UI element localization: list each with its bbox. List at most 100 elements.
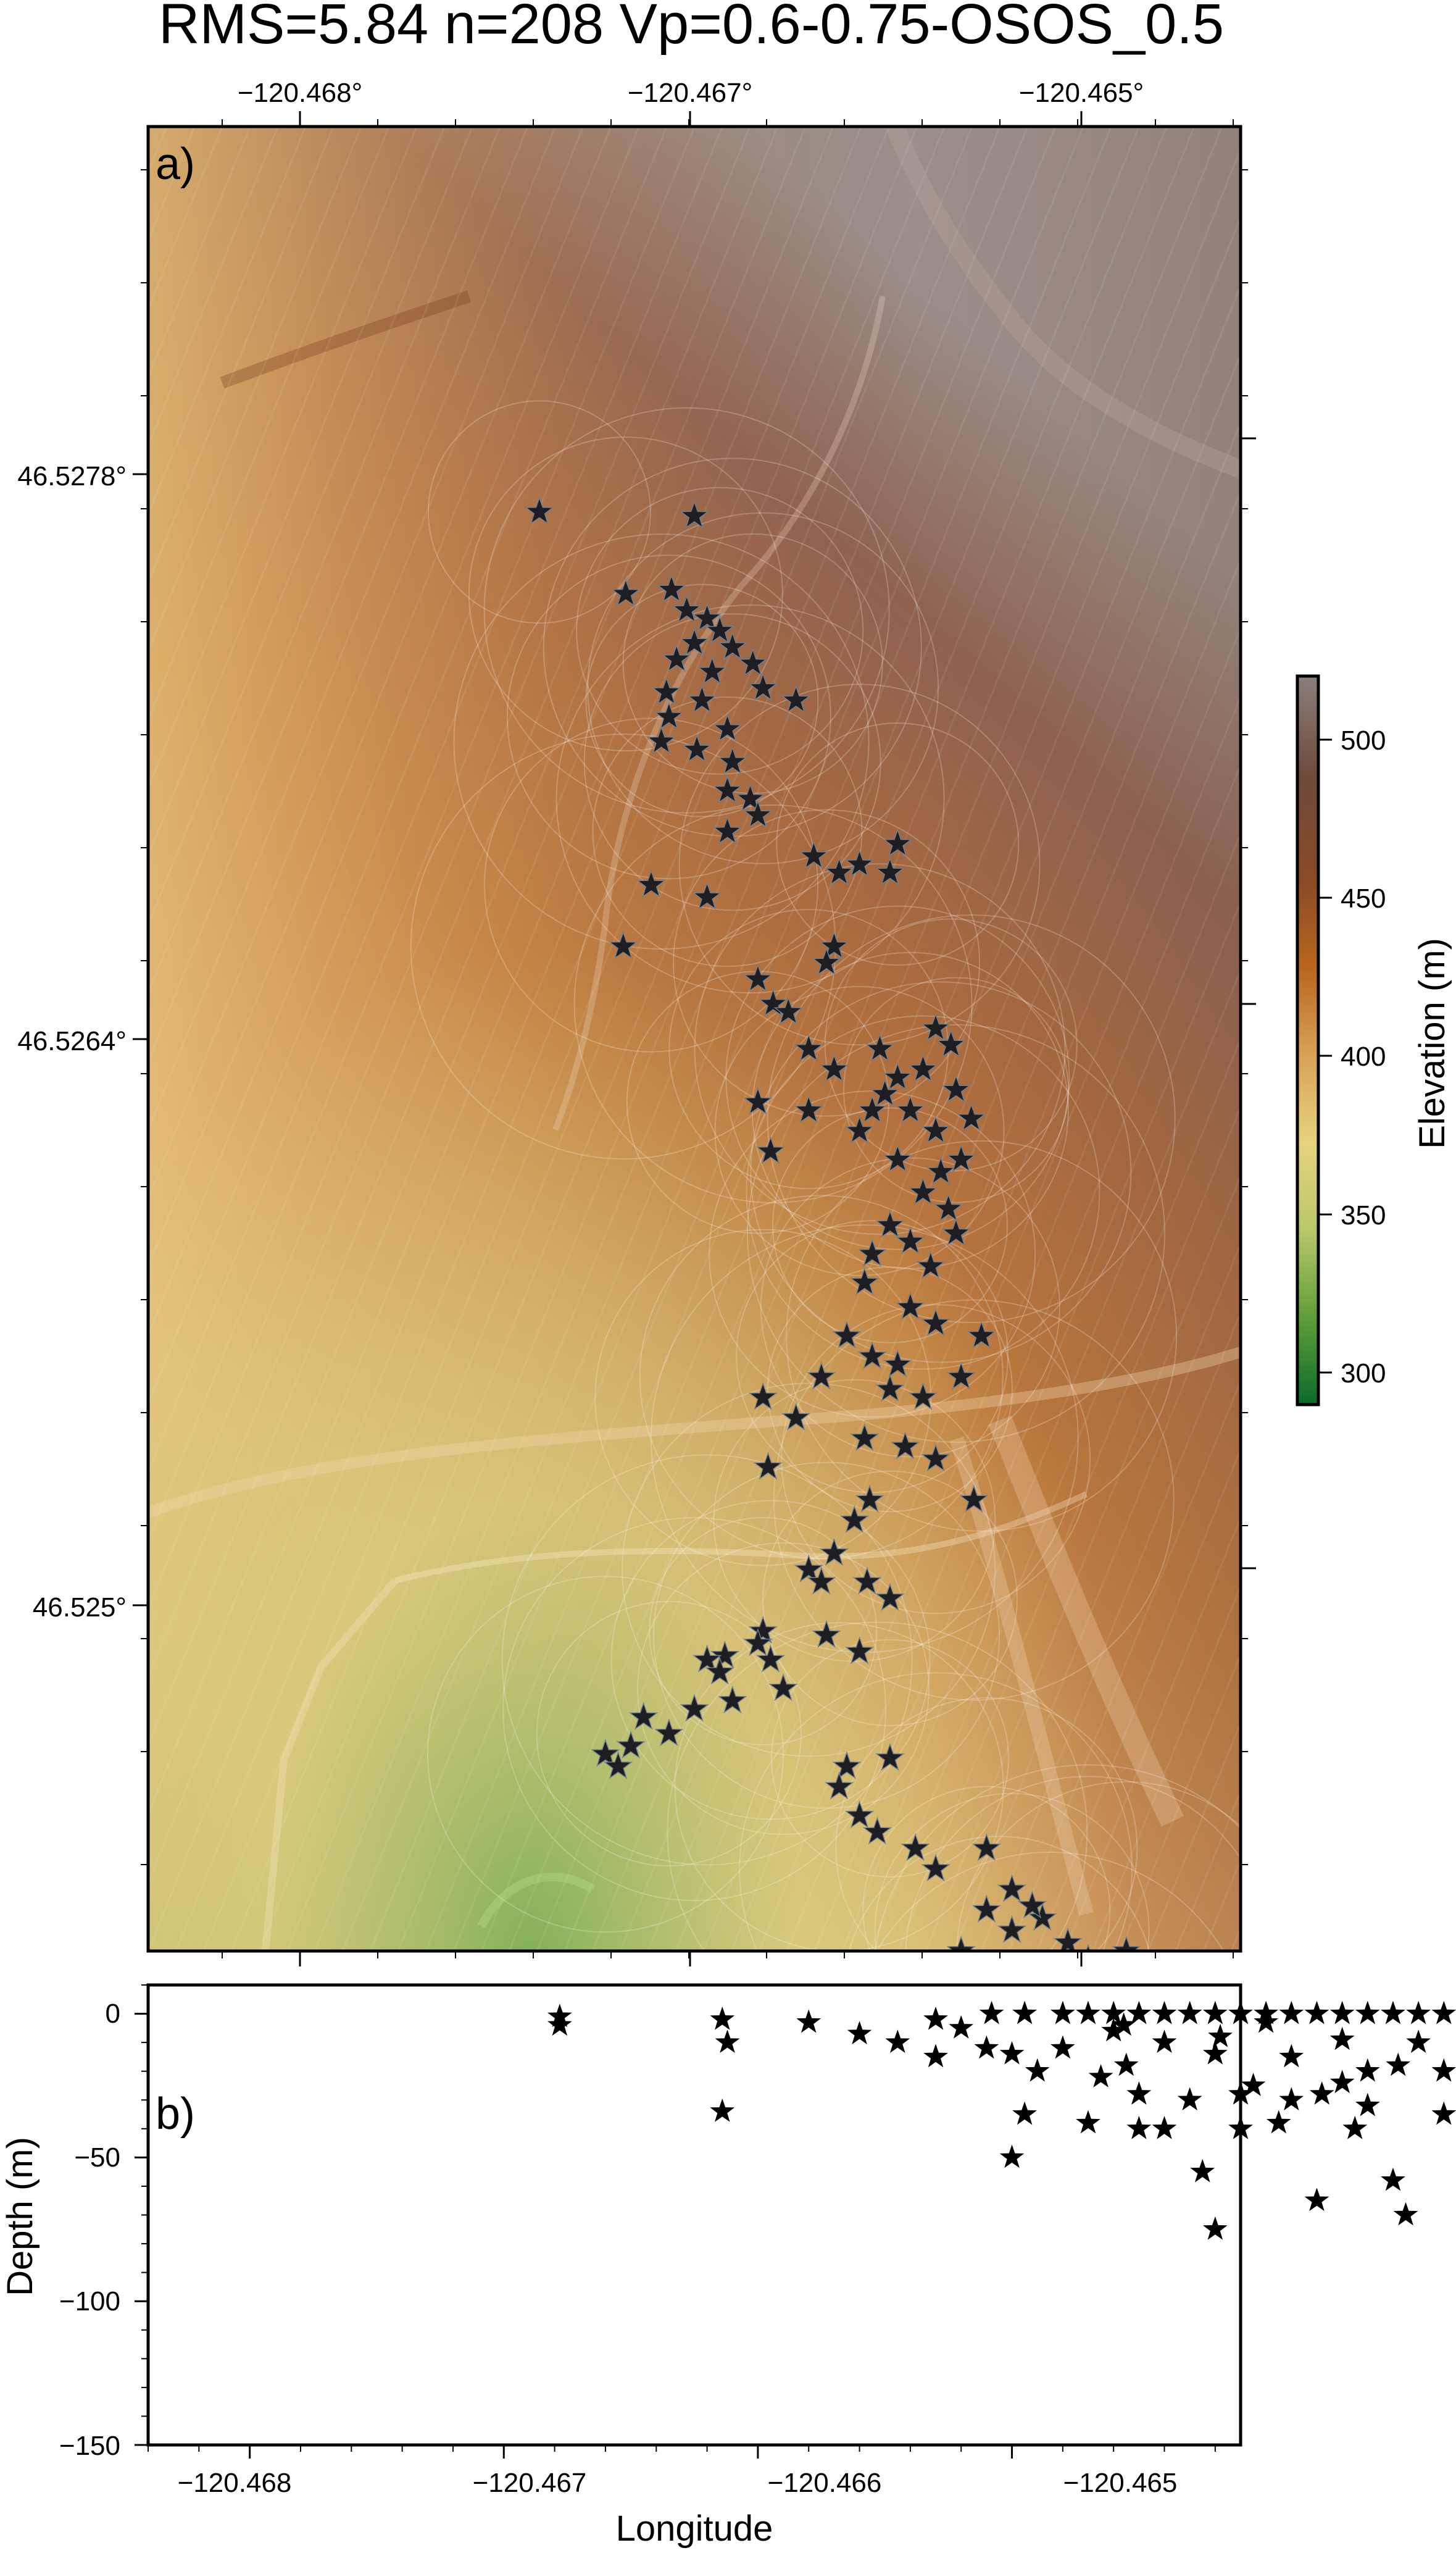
depth-x-tick: −120.467 [473,2468,587,2498]
uncertainty-circle [592,696,863,967]
top-tick-label: −120.468° [238,78,362,108]
left-tick-label: 46.525° [33,1592,127,1623]
uncertainty-circle [739,1672,1133,1951]
uncertainty-circle [835,1697,1138,1951]
uncertainty-circle [767,1266,1013,1513]
depth-event-star [1431,2101,1456,2125]
uncertainty-circle [583,613,881,911]
uncertainty-circle [622,1382,996,1757]
uncertainty-circle [862,1786,1111,1951]
uncertainty-circle [773,1299,1175,1701]
depth-event-star [1386,2052,1411,2076]
depth-y-tick: 0 [106,1999,120,2029]
depth-event-star [1381,2000,1405,2024]
uncertainty-circle [956,1781,1241,1951]
uncertainty-circle [639,1195,1004,1560]
depth-event-star [1355,2092,1380,2116]
uncertainty-circle [760,1157,1060,1458]
uncertainty-circle [746,1015,1100,1370]
uncertainty-circle [767,914,1176,1323]
colorbar-label: Elevation (m) [1412,938,1452,1149]
uncertainty-circle [483,407,890,814]
uncertainty-circle [667,1621,1088,1951]
uncertainty-circle [468,437,783,752]
uncertainty-circle [714,985,1005,1276]
elevation-basemap [148,127,1241,1983]
uncertainty-circle [673,809,981,1117]
uncertainty-circle [427,400,651,624]
uncertainty-circle [674,1622,1004,1951]
colorbar-tick: 400 [1341,1042,1386,1072]
uncertainty-circle [874,1792,1150,1951]
uncertainty-circle [678,683,1041,1046]
depth-frame [146,1983,1242,2447]
figure-title: RMS=5.84 n=208 Vp=0.6-0.75-OSOS_0.5 [159,0,1224,56]
uncertainty-circle [576,487,864,775]
uncertainty-circle [506,554,831,880]
depth-y-label: Depth (m) [0,2137,40,2296]
depth-event-star [1355,2000,1380,2024]
uncertainty-circle [587,512,939,864]
uncertainty-circle [876,1852,1224,1951]
uncertainty-circle [786,1140,1178,1532]
uncertainty-circle [585,583,819,817]
top-tick-label: −120.467° [628,78,752,108]
colorbar-gradient [1296,674,1320,1406]
uncertainty-circle [610,1500,931,1820]
left-tick-label: 46.5264° [17,1026,127,1056]
uncertainty-circle [649,1517,878,1746]
depth-y-tick: −100 [59,2286,120,2317]
depth-x-label: Longitude [616,2509,773,2549]
colorbar-tick: 350 [1341,1200,1386,1231]
depth-event-star [1304,2187,1329,2212]
depth-event-star [1406,2029,1431,2054]
uncertainty-circle [772,1107,1008,1343]
uncertainty-circle [573,804,973,1204]
uncertainty-circle [725,905,1070,1250]
uncertainty-circle [536,1601,802,1867]
depth-event-star [1329,2026,1355,2050]
depth-y-tick: −50 [74,2142,120,2173]
uncertainty-circle [453,533,870,950]
depth-event-star [1304,2000,1329,2024]
uncertainty-circle [637,1542,930,1836]
uncertainty-circle [762,1470,1018,1726]
uncertainty-circle [905,1776,1241,1951]
map-panel: −120.468° −120.467° −120.465° 46.5278° 4… [17,78,1256,1983]
panel-label-b: b) [156,2089,195,2139]
uncertainty-circle [746,1024,1165,1443]
depth-event-star [1279,2044,1304,2068]
uncertainty-circle [709,1090,1036,1418]
uncertainty-circle [750,981,1132,1363]
depth-event-star [1406,2000,1431,2024]
depth-event-star [1431,2058,1456,2082]
uncertainty-circle [875,1764,1241,1951]
panel-label-a: a) [156,140,195,189]
uncertainty-circle [776,722,1020,966]
depth-event-star [1279,2087,1304,2111]
uncertainty-circle [426,1576,784,1933]
depth-panel: 0 −50 −100 −150 −120.468 −120.467 −120.4… [0,1983,1456,2549]
depth-event-star [1381,2167,1405,2191]
uncertainty-circle [484,717,819,1053]
uncertainty-circles [410,400,1241,1951]
event-star [1100,1957,1127,1983]
depth-x-tick: −120.466 [768,2468,882,2498]
uncertainty-circle [842,977,1069,1203]
uncertainty-circle [555,604,945,994]
colorbar-tick: 500 [1341,725,1386,756]
uncertainty-circle [848,1836,1150,1951]
uncertainty-circle [501,1454,913,1866]
depth-y-tick: −150 [59,2431,120,2461]
depth-x-tick: −120.465 [1063,2468,1178,2498]
depth-event-star [1279,2000,1304,2024]
uncertainty-circle [824,918,1078,1172]
depth-event-star [1254,2009,1279,2033]
depth-event-star [1329,2070,1355,2094]
depth-x-tick: −120.468 [178,2468,292,2498]
depth-event-star [1342,2115,1368,2139]
uncertainty-circle [502,1517,886,1902]
depth-event-star [1329,2000,1355,2024]
depth-event-star [1355,2058,1380,2082]
